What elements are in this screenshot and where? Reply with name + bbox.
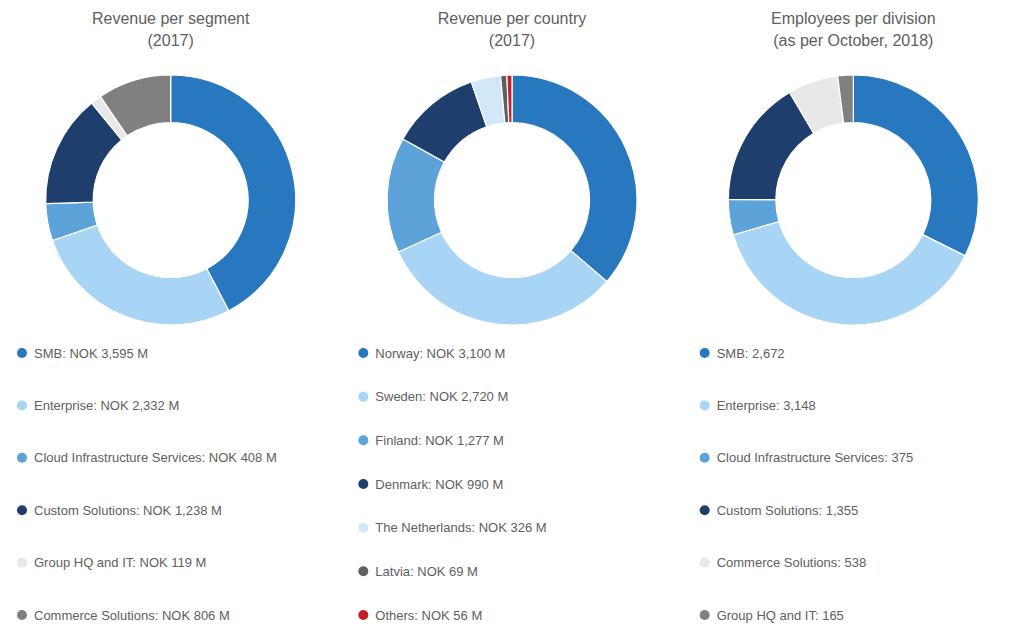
legend-swatch [358, 523, 368, 533]
legend-swatch [700, 400, 710, 410]
chart: Revenue per segment(2017) SMB: NOK 3,595 … [0, 0, 1024, 633]
legend-label: Others: NOK 56 M [375, 608, 482, 623]
slice [733, 222, 965, 325]
legend-label: SMB: 2,672 [717, 346, 785, 361]
legend-label: Norway: NOK 3,100 M [375, 346, 505, 361]
legend-swatch [17, 558, 27, 568]
pie-panel: Revenue per segment(2017) SMB: NOK 3,595 … [17, 10, 296, 623]
slice [471, 76, 505, 127]
donut [728, 75, 978, 325]
legend-label: Custom Solutions: 1,355 [717, 503, 859, 518]
title: Revenue per segment(2017) [92, 10, 250, 49]
slice [790, 76, 844, 133]
slice [507, 75, 512, 123]
legend-swatch [17, 453, 27, 463]
legend-label: Enterprise: 3,148 [717, 398, 816, 413]
pie-panel: Revenue per country(2017) Norway: NOK 3,1… [358, 10, 637, 623]
donut [46, 75, 296, 325]
legend-label: Cloud Infrastructure Services: NOK 408 M [34, 450, 277, 465]
slice [728, 200, 779, 235]
legend-label: Latvia: NOK 69 M [375, 564, 478, 579]
legend-label: Cloud Infrastructure Services: 375 [717, 450, 914, 465]
legend-swatch [700, 505, 710, 515]
slice [46, 202, 98, 240]
legend: Norway: NOK 3,100 M Sweden: NOK 2,720 M Fi… [358, 346, 546, 623]
legend-label: Enterprise: NOK 2,332 M [34, 398, 179, 413]
legend-swatch [17, 400, 27, 410]
slice [853, 75, 978, 256]
legend-swatch [700, 453, 710, 463]
legend-swatch [358, 348, 368, 358]
legend-swatch [358, 610, 368, 620]
legend-label: Commerce Solutions: 538 [717, 555, 867, 570]
legend-swatch [17, 505, 27, 515]
slice [512, 75, 637, 282]
legend-swatch [358, 392, 368, 402]
legend-swatch [700, 558, 710, 568]
donut [387, 75, 637, 325]
title: Employees per division(as per October, 2… [771, 10, 936, 49]
legend-label: Denmark: NOK 990 M [375, 477, 503, 492]
slice [838, 75, 854, 123]
legend-label: Sweden: NOK 2,720 M [375, 389, 508, 404]
legend-label: SMB: NOK 3,595 M [34, 346, 148, 361]
legend-swatch [700, 348, 710, 358]
slice [403, 82, 487, 162]
legend-label: Group HQ and IT: 165 [717, 608, 844, 623]
title: Revenue per country(2017) [438, 10, 587, 49]
slice [101, 75, 171, 136]
slice [52, 225, 228, 325]
pie-panel: Employees per division(as per October, 2… [700, 10, 979, 623]
legend-label: Finland: NOK 1,277 M [375, 433, 504, 448]
legend-swatch [358, 566, 368, 576]
legend-label: Commerce Solutions: NOK 806 M [34, 608, 230, 623]
legend-label: Group HQ and IT: NOK 119 M [34, 555, 206, 570]
legend-swatch [700, 610, 710, 620]
legend-swatch [17, 610, 27, 620]
slice [398, 232, 606, 325]
legend: SMB: 2,672 Enterprise: 3,148 Cloud Infrast… [700, 346, 914, 623]
legend-label: The Netherlands: NOK 326 M [375, 520, 546, 535]
legend: SMB: NOK 3,595 M Enterprise: NOK 2,332 M C… [17, 346, 277, 623]
legend-swatch [358, 435, 368, 445]
legend-label: Custom Solutions: NOK 1,238 M [34, 503, 222, 518]
legend-swatch [17, 348, 27, 358]
legend-swatch [358, 479, 368, 489]
